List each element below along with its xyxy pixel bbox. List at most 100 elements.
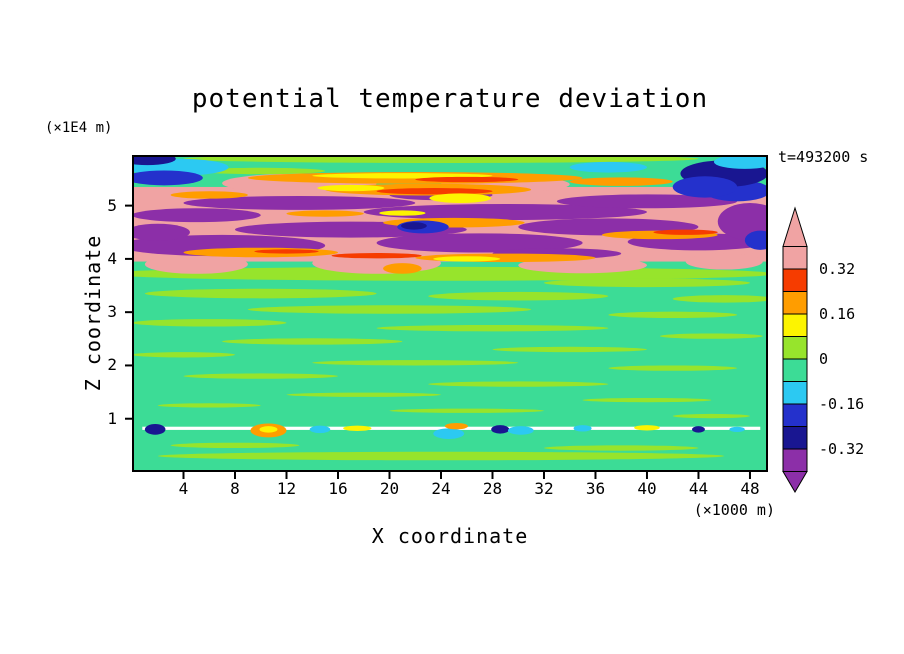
- contour-region: [672, 295, 768, 303]
- x-tick-label: 24: [431, 479, 451, 498]
- colorbar-band: [782, 336, 808, 360]
- contour-region: [379, 210, 426, 216]
- colorbar-label: 0.16: [819, 305, 855, 323]
- contour-region: [415, 176, 519, 183]
- contour-region: [608, 365, 738, 371]
- contour-region: [401, 222, 427, 230]
- z-tick-label: 1: [107, 408, 117, 428]
- colorbar-band: [782, 448, 808, 472]
- contour-field: [132, 155, 768, 472]
- z-tick-label: 4: [107, 248, 117, 268]
- contour-region: [144, 254, 248, 274]
- contour-region: [317, 184, 385, 192]
- contour-region: [569, 161, 647, 173]
- contour-region: [222, 338, 403, 345]
- contour-region: [433, 428, 465, 439]
- contour-region: [309, 425, 331, 434]
- x-tick-label: 20: [379, 479, 400, 498]
- contour-region: [196, 167, 326, 175]
- contour-region: [170, 442, 300, 449]
- x-tick-label: 32: [534, 479, 554, 498]
- x-tick-label: 48: [740, 479, 760, 498]
- contour-region: [744, 230, 768, 250]
- contour-region: [376, 188, 493, 195]
- z-tick-label: 5: [107, 195, 117, 215]
- contour-region: [389, 408, 544, 413]
- contour-region: [653, 229, 718, 235]
- x-tick-label: 8: [230, 479, 240, 498]
- contour-region: [543, 278, 750, 288]
- x-axis-unit-label: (×1000 m): [693, 501, 775, 519]
- colorbar-band: [782, 403, 808, 427]
- contour-region: [376, 233, 583, 253]
- contour-region: [492, 346, 647, 353]
- colorbar-label: 0.32: [819, 260, 855, 278]
- contour-region: [170, 191, 248, 199]
- contour-region: [132, 208, 261, 223]
- contour-region: [286, 210, 364, 217]
- x-tick-label: 4: [178, 479, 189, 498]
- chart-title: potential temperature deviation: [191, 84, 709, 114]
- contour-region: [672, 176, 738, 198]
- contour-region: [259, 426, 278, 433]
- contour-region: [692, 426, 705, 433]
- contour-plot: [125, 155, 768, 479]
- contour-region: [144, 424, 166, 435]
- contour-region: [247, 305, 532, 314]
- contour-region: [672, 413, 750, 419]
- colorbar-band: [782, 426, 808, 450]
- contour-region: [444, 422, 469, 430]
- contour-region: [132, 352, 235, 358]
- colorbar-arrow-up: [782, 206, 808, 247]
- colorbar-band: [782, 381, 808, 405]
- z-axis-unit-label: (×1E4 m): [45, 120, 113, 136]
- contour-region: [729, 426, 745, 433]
- contour-region: [717, 202, 768, 241]
- contour-region: [144, 288, 377, 299]
- colorbar-band: [782, 313, 808, 337]
- colorbar-band: [782, 268, 808, 292]
- x-tick-label: 28: [482, 479, 503, 498]
- colorbar-band: [782, 358, 808, 382]
- contour-region: [543, 445, 699, 451]
- contour-region: [157, 451, 725, 461]
- colorbar-label: -0.16: [819, 395, 864, 413]
- contour-region: [582, 397, 712, 403]
- contour-region: [713, 155, 768, 169]
- contour-region: [132, 223, 190, 241]
- contour-region: [376, 324, 609, 332]
- x-tick-label: 40: [637, 479, 657, 498]
- contour-region: [312, 360, 519, 366]
- contour-region: [573, 425, 592, 432]
- x-tick-label: 36: [585, 479, 606, 498]
- contour-region: [428, 291, 609, 301]
- contour-region: [254, 249, 319, 254]
- colorbar-band: [782, 291, 808, 315]
- contour-region: [659, 333, 763, 339]
- contour-region: [428, 381, 609, 387]
- contour-region: [132, 170, 203, 186]
- contour-region: [343, 425, 372, 431]
- x-tick-label: 44: [688, 479, 709, 498]
- contour-region: [331, 253, 422, 259]
- contour-region: [383, 263, 422, 274]
- x-tick-label: 16: [328, 479, 348, 498]
- contour-region: [634, 425, 660, 431]
- contour-region: [363, 204, 647, 220]
- contour-region: [433, 256, 501, 262]
- contour-region: [608, 311, 738, 319]
- contour-region: [556, 194, 738, 209]
- contour-region: [132, 155, 176, 166]
- z-tick-label: 2: [107, 355, 117, 375]
- z-tick-label: 3: [107, 302, 117, 322]
- colorbar-band: [782, 246, 808, 270]
- contour-region: [569, 177, 673, 186]
- plot-frame: [132, 155, 768, 472]
- contour-region: [685, 253, 763, 270]
- contour-region: [157, 403, 261, 408]
- contour-region: [491, 425, 510, 434]
- contour-region: [132, 319, 287, 327]
- contour-region: [183, 373, 338, 379]
- contour-region: [286, 392, 441, 397]
